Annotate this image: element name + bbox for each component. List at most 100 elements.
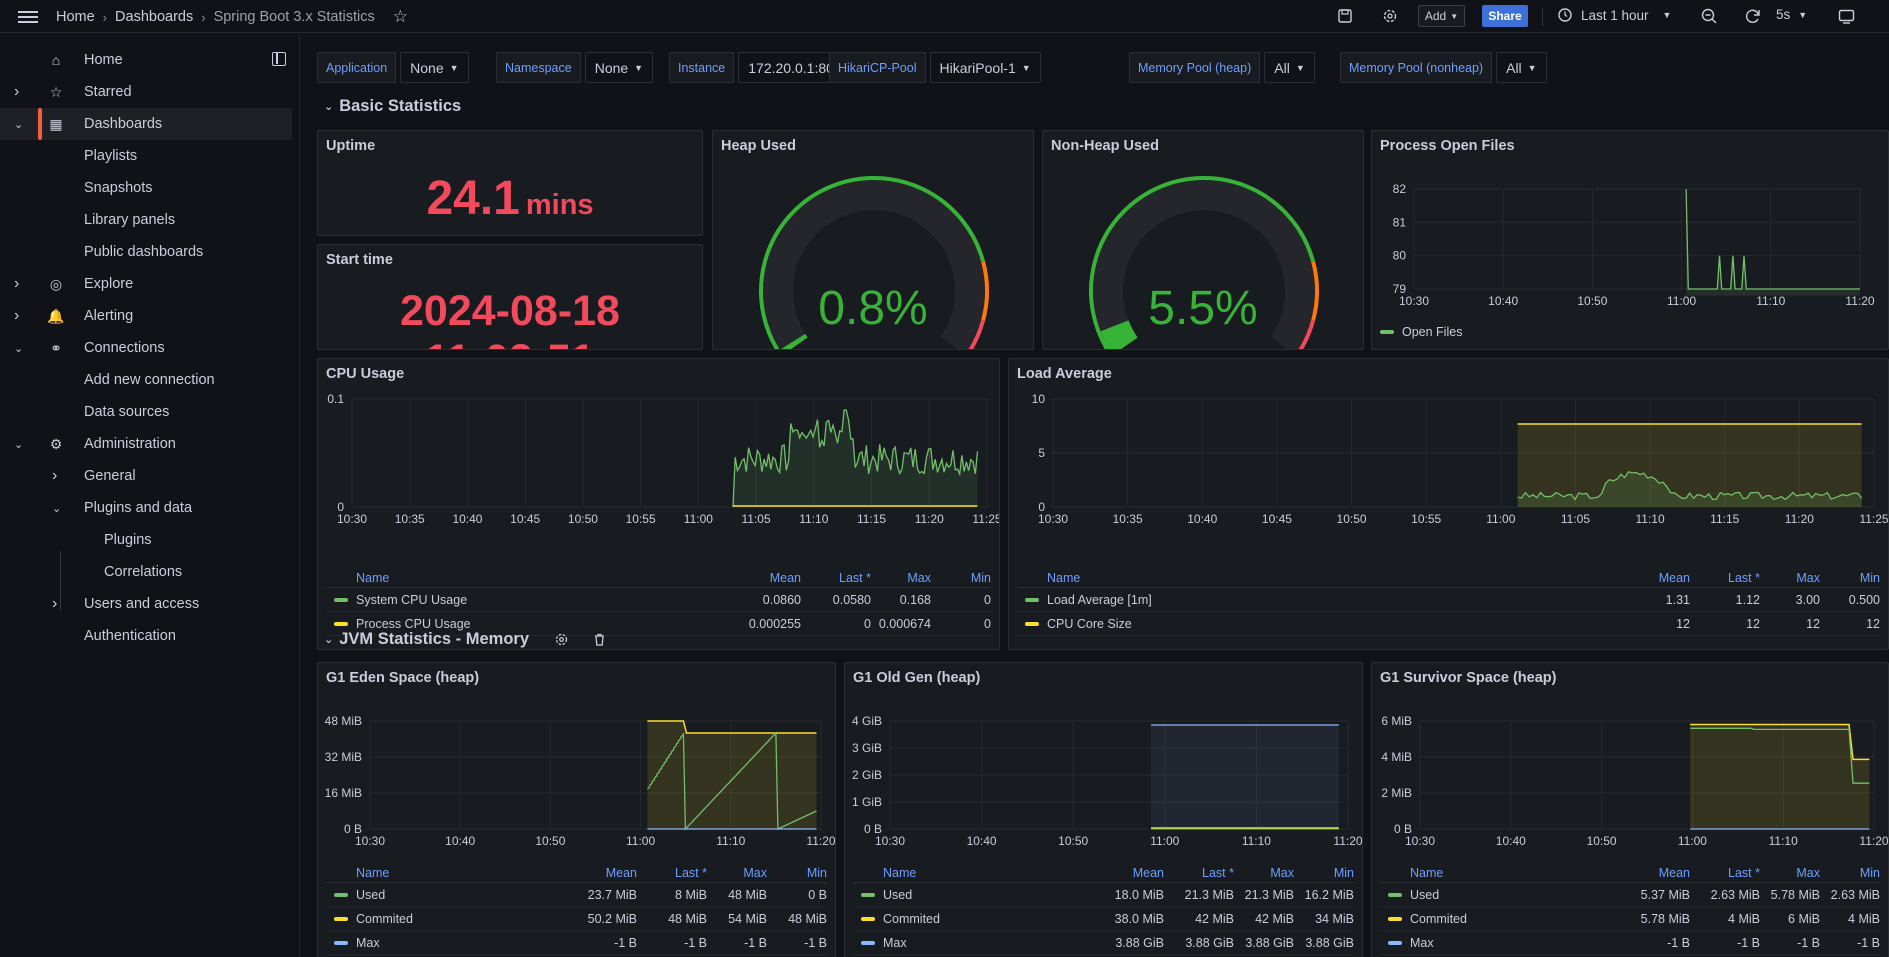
series-open-files-area xyxy=(1686,189,1860,296)
legend-header-min[interactable]: Min xyxy=(806,865,827,880)
legend-row[interactable]: Max -1 B -1 B -1 B -1 B xyxy=(326,931,827,955)
legend-header-last[interactable]: Last * xyxy=(1202,865,1234,880)
chevron-right-icon[interactable]: › xyxy=(52,467,58,484)
legend-header-mean[interactable]: Mean xyxy=(1132,865,1164,880)
save-icon[interactable] xyxy=(1337,8,1353,24)
legend-row[interactable]: Commited 5.78 MiB 4 MiB 6 MiB 4 MiB xyxy=(1380,907,1880,931)
legend-open-files[interactable]: Open Files xyxy=(1380,325,1462,339)
legend-row[interactable]: Max 3.88 GiB 3.88 GiB 3.88 GiB 3.88 GiB xyxy=(853,931,1354,955)
dock-menu-icon[interactable] xyxy=(272,52,286,66)
chevron-right-icon[interactable]: › xyxy=(14,307,20,324)
legend-header: Name Mean Last * Max Min xyxy=(326,863,827,883)
legend-header-mean[interactable]: Mean xyxy=(1658,865,1690,880)
sidebar-item-users-and-access[interactable]: › Users and access xyxy=(0,588,292,620)
sidebar-item-library-panels[interactable]: Library panels xyxy=(0,204,292,236)
sidebar-item-add-new-connection[interactable]: Add new connection xyxy=(0,364,292,396)
legend-row[interactable]: Used 18.0 MiB 21.3 MiB 21.3 MiB 16.2 MiB xyxy=(853,883,1354,907)
variable-select[interactable]: None ▼ xyxy=(584,52,654,83)
share-button[interactable]: Share xyxy=(1482,5,1528,27)
sidebar-item-connections[interactable]: ⌄ ⚭ Connections xyxy=(0,332,292,364)
legend-header-max[interactable]: Max xyxy=(907,570,931,585)
time-picker[interactable]: Last 1 hour ▼ xyxy=(1557,7,1671,23)
star-icon[interactable]: ☆ xyxy=(392,7,408,26)
sidebar-item-public-dashboards[interactable]: Public dashboards xyxy=(0,236,292,268)
sidebar-item-authentication[interactable]: Authentication xyxy=(0,620,292,652)
tv-mode-icon[interactable] xyxy=(1838,8,1855,25)
sidebar-item-data-sources[interactable]: Data sources xyxy=(0,396,292,428)
legend-header-last[interactable]: Last * xyxy=(675,865,707,880)
legend-header-min[interactable]: Min xyxy=(970,570,991,585)
legend-header-mean[interactable]: Mean xyxy=(605,865,637,880)
row-settings-icon[interactable] xyxy=(554,632,569,647)
legend-value: 3.00 xyxy=(1795,592,1820,607)
menu-icon[interactable] xyxy=(18,8,38,24)
refresh-icon[interactable] xyxy=(1745,8,1762,25)
legend-header-mean[interactable]: Mean xyxy=(1658,570,1690,585)
legend-header-min[interactable]: Min xyxy=(1333,865,1354,880)
legend-row[interactable]: Max -1 B -1 B -1 B -1 B xyxy=(1380,931,1880,955)
zoom-out-icon[interactable] xyxy=(1701,8,1718,25)
legend-row[interactable]: Commited 50.2 MiB 48 MiB 54 MiB 48 MiB xyxy=(326,907,827,931)
settings-icon[interactable] xyxy=(1382,8,1398,24)
sidebar-item-general[interactable]: › General xyxy=(0,460,292,492)
legend-header-max[interactable]: Max xyxy=(743,865,767,880)
variable-select[interactable]: None ▼ xyxy=(400,52,469,83)
chevron-down-icon[interactable]: ⌄ xyxy=(14,342,24,355)
sidebar-item-administration[interactable]: ⌄ ⚙ Administration xyxy=(0,428,292,460)
variable-value: 172.20.0.1:8080 xyxy=(748,59,850,76)
legend-value: 0.168 xyxy=(899,592,931,607)
breadcrumb-dashboards[interactable]: Dashboards xyxy=(115,9,194,25)
variable-select[interactable]: All ▼ xyxy=(1264,52,1315,83)
variable-select[interactable]: HikariPool-1 ▼ xyxy=(929,52,1041,83)
star-icon: ☆ xyxy=(49,83,63,100)
sidebar-item-correlations[interactable]: Correlations xyxy=(0,556,292,588)
legend-row[interactable]: Used 5.37 MiB 2.63 MiB 5.78 MiB 2.63 MiB xyxy=(1380,883,1880,907)
chevron-down-icon[interactable]: ⌄ xyxy=(52,502,62,515)
trash-icon[interactable] xyxy=(592,632,607,647)
chevron-right-icon[interactable]: › xyxy=(14,275,20,292)
legend-row[interactable]: Used 23.7 MiB 8 MiB 48 MiB 0 B xyxy=(326,883,827,907)
panel-title: Non-Heap Used xyxy=(1051,138,1159,154)
legend-header-min[interactable]: Min xyxy=(1859,570,1880,585)
refresh-interval-picker[interactable]: 5s ▼ xyxy=(1776,7,1807,22)
y-tick-label: 0 B xyxy=(864,822,882,836)
legend-row[interactable]: Commited 38.0 MiB 42 MiB 42 MiB 34 MiB xyxy=(853,907,1354,931)
sidebar-item-explore[interactable]: › ◎ Explore xyxy=(0,268,292,300)
add-button[interactable]: Add ▼ xyxy=(1418,5,1465,27)
sidebar-item-plugins-and-data[interactable]: ⌄ Plugins and data xyxy=(0,492,292,524)
sidebar-item-plugins[interactable]: Plugins xyxy=(0,524,292,556)
legend-header-mean[interactable]: Mean xyxy=(769,570,801,585)
legend-header-min[interactable]: Min xyxy=(1859,865,1880,880)
legend-header-name: Name xyxy=(1047,570,1081,585)
sidebar-item-playlists[interactable]: Playlists xyxy=(0,140,292,172)
legend-header-max[interactable]: Max xyxy=(1796,865,1820,880)
legend-row[interactable]: Load Average [1m] 1.31 1.12 3.00 0.500 xyxy=(1017,588,1880,612)
legend-row[interactable]: System CPU Usage 0.0860 0.0580 0.168 0 xyxy=(326,588,991,612)
sidebar-item-dashboards[interactable]: ⌄ ▦ Dashboards xyxy=(0,108,292,140)
sidebar-item-snapshots[interactable]: Snapshots xyxy=(0,172,292,204)
sidebar-item-home[interactable]: ⌂ Home xyxy=(0,44,292,76)
panel-nonheap-used: Non-Heap Used 5.5% xyxy=(1042,130,1364,350)
legend-row[interactable]: Process CPU Usage 0.000255 0 0.000674 0 xyxy=(326,612,991,636)
chevron-down-icon[interactable]: ⌄ xyxy=(14,438,24,451)
row-jvm-memory[interactable]: ⌄ JVM Statistics - Memory xyxy=(324,630,529,649)
chevron-right-icon[interactable]: › xyxy=(52,595,58,612)
legend-header-max[interactable]: Max xyxy=(1270,865,1294,880)
chevron-right-icon[interactable]: › xyxy=(14,83,20,100)
legend-header-last[interactable]: Last * xyxy=(1728,865,1760,880)
chevron-down-icon: ▼ xyxy=(1450,11,1459,21)
sidebar-item-alerting[interactable]: › 🔔 Alerting xyxy=(0,300,292,332)
sidebar-item-starred[interactable]: › ☆ Starred xyxy=(0,76,292,108)
row-basic-statistics[interactable]: ⌄ Basic Statistics xyxy=(324,97,461,116)
legend-header-last[interactable]: Last * xyxy=(839,570,871,585)
legend-swatch xyxy=(334,940,348,945)
legend-header-last[interactable]: Last * xyxy=(1728,570,1760,585)
legend-header-max[interactable]: Max xyxy=(1796,570,1820,585)
legend-row[interactable]: CPU Core Size 12 12 12 12 xyxy=(1017,612,1880,636)
breadcrumb-home[interactable]: Home xyxy=(56,9,95,25)
variable-select[interactable]: All ▼ xyxy=(1496,52,1547,83)
legend-swatch xyxy=(1380,330,1394,334)
variable-label: Instance xyxy=(669,52,735,83)
chevron-down-icon[interactable]: ⌄ xyxy=(14,118,24,131)
x-tick-label: 10:30 xyxy=(337,512,367,526)
